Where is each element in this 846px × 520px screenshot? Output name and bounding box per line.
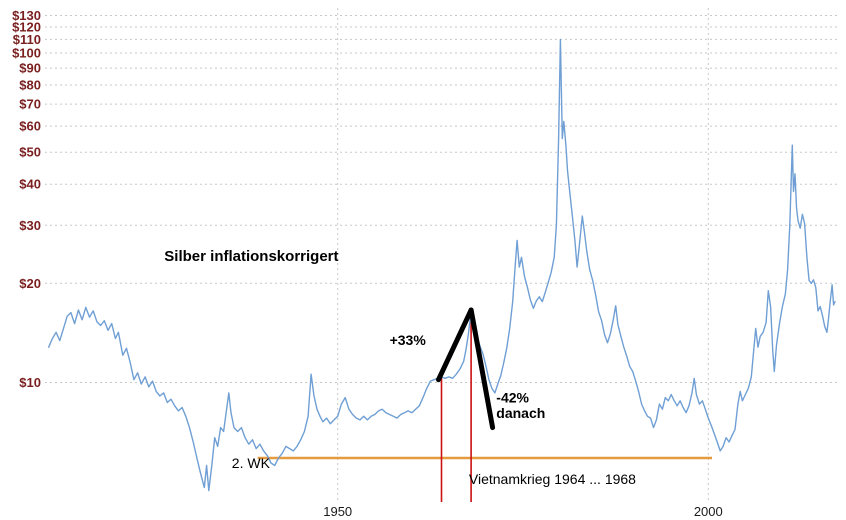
y-axis-label: $100: [12, 46, 41, 61]
y-axis-label: $80: [19, 78, 41, 93]
chart-label: Silber inflationskorrigert: [164, 248, 338, 265]
y-axis-label: $110: [13, 32, 41, 47]
y-axis-label: $120: [12, 20, 41, 35]
y-axis-label: $90: [19, 61, 41, 76]
gain-label: +33%: [390, 332, 427, 348]
vietnam-label: Vietnamkrieg 1964 ... 1968: [469, 471, 636, 487]
y-axis-label: $130: [12, 8, 41, 23]
y-axis-label: $60: [19, 119, 41, 134]
x-axis-label: 2000: [694, 504, 723, 519]
y-axis-label: $70: [19, 97, 41, 112]
y-axis-label: $20: [19, 276, 41, 291]
trend-up-line: [436, 307, 474, 383]
y-axis-label: $40: [19, 177, 41, 192]
y-axis-label: $30: [19, 218, 41, 233]
silver-price-line: [48, 38, 836, 492]
y-axis-label: $50: [19, 145, 41, 160]
x-axis-label: 1950: [323, 504, 352, 519]
loss-sublabel: danach: [496, 405, 545, 421]
y-axis-label: $10: [19, 375, 41, 390]
ww2-label: 2. WK: [232, 455, 271, 471]
loss-label: -42%: [496, 390, 529, 406]
trend-down-line: [468, 307, 496, 431]
